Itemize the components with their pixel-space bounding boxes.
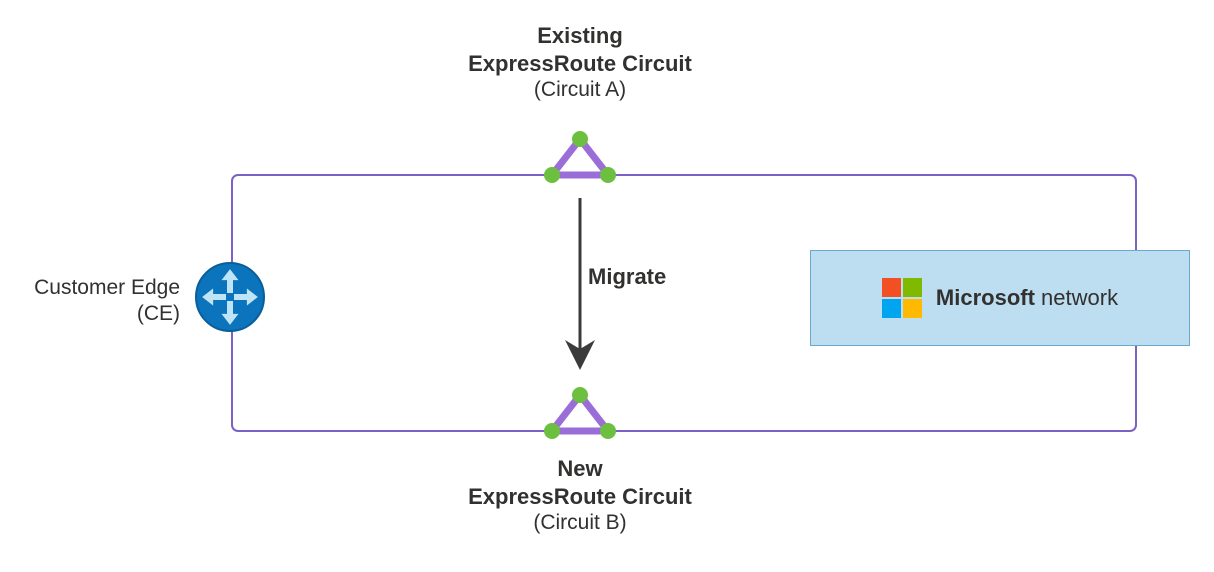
circuit-a-icon: [544, 131, 616, 183]
microsoft-network-label: Microsoft network: [936, 285, 1118, 311]
new-circuit-line1: New: [420, 455, 740, 483]
microsoft-bold: Microsoft: [936, 285, 1035, 310]
new-circuit-line2: ExpressRoute Circuit: [420, 483, 740, 511]
microsoft-light: network: [1035, 285, 1118, 310]
new-circuit-label: New ExpressRoute Circuit (Circuit B): [420, 455, 740, 536]
customer-edge-line2: (CE): [20, 301, 180, 327]
existing-circuit-sub: (Circuit A): [420, 77, 740, 103]
diagram-canvas: Existing ExpressRoute Circuit (Circuit A…: [0, 0, 1214, 572]
existing-circuit-line1: Existing: [420, 22, 740, 50]
customer-edge-line1: Customer Edge: [20, 275, 180, 301]
microsoft-logo-icon: [882, 278, 922, 318]
existing-circuit-label: Existing ExpressRoute Circuit (Circuit A…: [420, 22, 740, 103]
router-icon: [192, 259, 268, 335]
customer-edge-label: Customer Edge (CE): [20, 275, 180, 328]
migrate-label: Migrate: [588, 264, 768, 290]
new-circuit-sub: (Circuit B): [420, 510, 740, 536]
existing-circuit-line2: ExpressRoute Circuit: [420, 50, 740, 78]
microsoft-network-box: Microsoft network: [810, 250, 1190, 346]
circuit-b-icon: [544, 387, 616, 439]
